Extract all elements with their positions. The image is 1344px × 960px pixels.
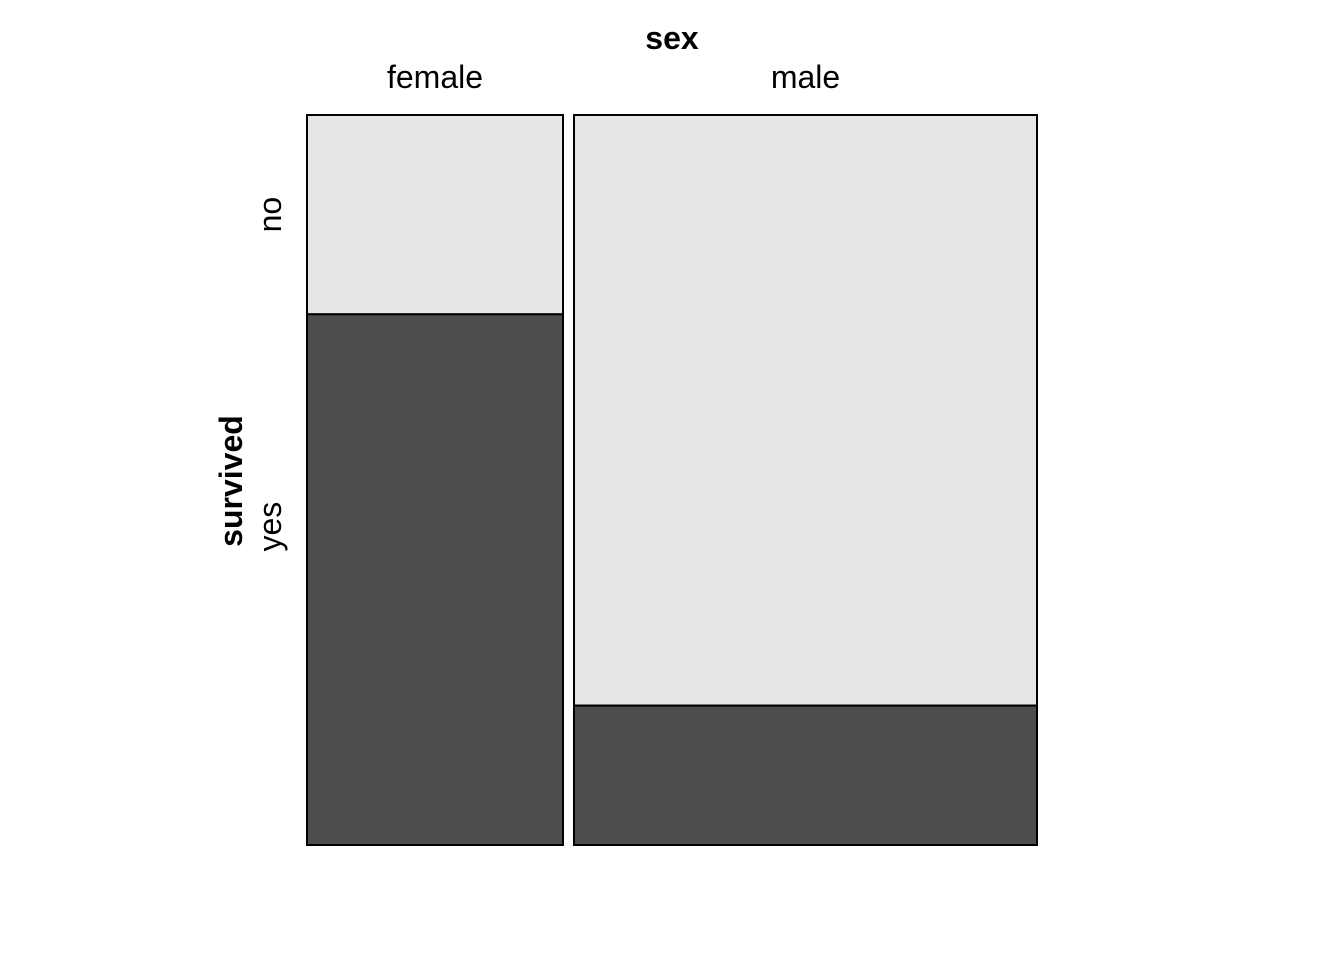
tile-female-yes: [306, 313, 564, 846]
x-level-label-male: male: [771, 59, 840, 95]
tile-female-no: [306, 114, 564, 316]
x-level-labels: female male: [387, 59, 840, 95]
y-variable-title: survived: [213, 415, 249, 547]
y-level-labels: no yes: [252, 197, 288, 552]
tile-male-no: [573, 114, 1038, 707]
mosaic-tiles: [306, 114, 1038, 846]
y-level-label-no: no: [252, 197, 288, 233]
x-level-label-female: female: [387, 59, 483, 95]
x-variable-title: sex: [645, 20, 699, 56]
y-level-label-yes: yes: [252, 502, 288, 552]
tile-male-yes: [573, 704, 1038, 846]
